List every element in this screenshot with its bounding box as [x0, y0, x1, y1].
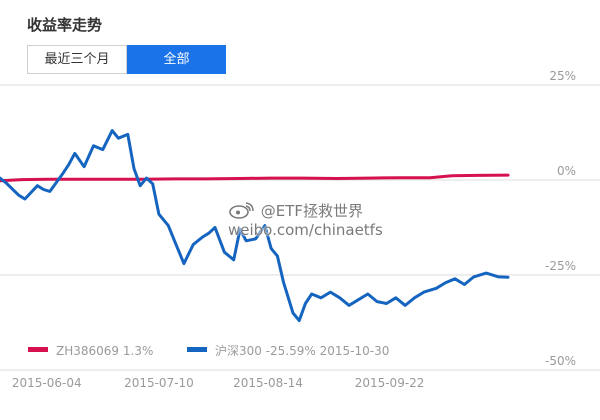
series-line-0 — [0, 173, 510, 183]
y-tick-label: 0% — [557, 164, 576, 178]
x-tick-label: 2015-08-14 — [233, 376, 303, 390]
tab-all[interactable]: 全部 — [127, 45, 226, 74]
legend-label-0: ZH386069 1.3% — [56, 344, 153, 358]
tab-last-three-months[interactable]: 最近三个月 — [27, 45, 127, 74]
y-tick-label: 25% — [549, 69, 576, 83]
weibo-watermark: @ETF拯救世界 weibo.com/chinaetfs — [228, 201, 383, 240]
watermark-handle: @ETF拯救世界 — [260, 202, 364, 220]
x-tick-label: 2015-06-04 — [12, 376, 82, 390]
y-tick-label: -50% — [545, 354, 576, 368]
panel-title: 收益率走势 — [27, 16, 103, 34]
y-tick-label: -25% — [545, 259, 576, 273]
legend-swatch-0 — [28, 347, 48, 352]
watermark-url: weibo.com/chinaetfs — [228, 221, 383, 239]
weibo-logo-icon — [229, 202, 254, 219]
legend-swatch-1 — [187, 347, 207, 352]
x-tick-label: 2015-07-10 — [124, 376, 194, 390]
legend-label-1: 沪深300 -25.59% 2015-10-30 — [215, 344, 389, 358]
series-line-1 — [0, 129, 510, 323]
range-tabs: 最近三个月 全部 — [27, 45, 226, 74]
x-tick-label: 2015-09-22 — [355, 376, 425, 390]
